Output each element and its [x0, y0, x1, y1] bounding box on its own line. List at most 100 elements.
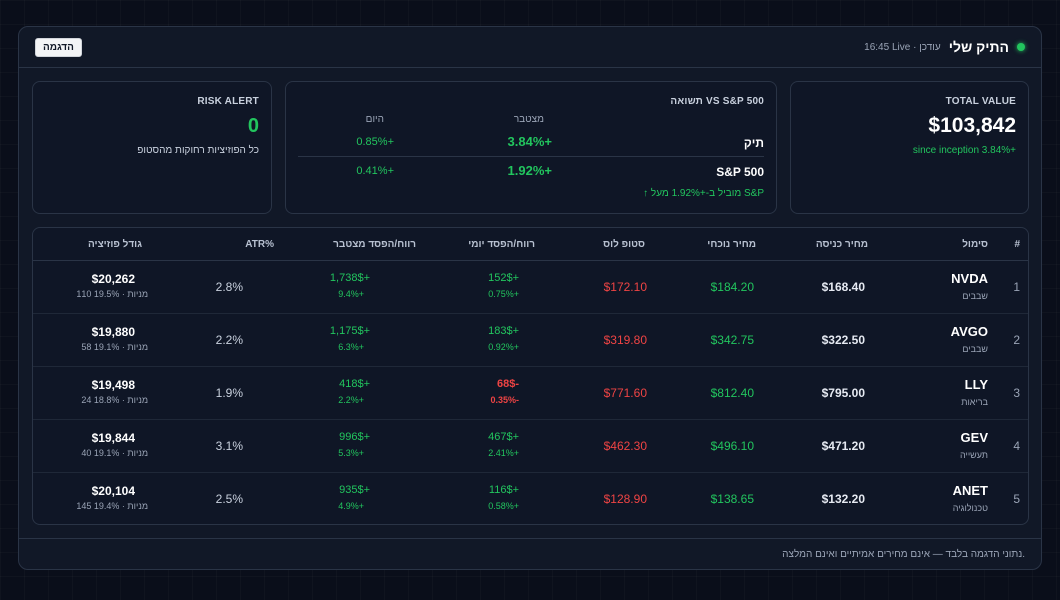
row-entry-price: $168.40 [821, 280, 865, 294]
row-entry-price: $471.20 [821, 439, 865, 453]
comparison-divider [298, 156, 764, 157]
row-symbol[interactable]: ANET [952, 483, 988, 498]
row-number: 3 [1013, 386, 1020, 400]
page-title: התיק שלי [948, 39, 1009, 55]
table-header: # סימול מחיר כניסה מחיר נוכחי סטופ לוס ר… [33, 228, 1028, 261]
row-position-detail: 40 מניות · 19.1% [81, 448, 148, 458]
row-current-price: $812.40 [710, 386, 754, 400]
row-entry-price: $132.20 [821, 492, 865, 506]
row-cumulative-pl-pct: 6.3%+ [338, 342, 364, 352]
row-stop-loss: $462.30 [603, 439, 647, 453]
live-indicator-icon [1017, 43, 1025, 51]
table-row[interactable]: 5 ANET טכנולוגיה $132.20 $138.65 $128.90 116$+… [33, 473, 1028, 524]
header-position-size: גודל פוזיציה [88, 239, 142, 250]
row-cumulative-pl: 1,175$+ [329, 325, 370, 337]
header-cumulative-pl: רווח/הפסד מצטבר [333, 239, 416, 250]
comparison-col-cumulative: מצטבר [513, 114, 544, 125]
row-cumulative-pl: 418$+ [339, 378, 370, 390]
row-cumulative-pl-pct: 5.3%+ [338, 448, 364, 458]
table-row[interactable]: 2 AVGO שבבים $322.50 $342.75 $319.80 183$+ 0.92… [33, 314, 1028, 367]
portfolio-today: 0.85%+ [356, 136, 394, 148]
row-daily-pl: 68$- [496, 378, 519, 390]
total-value-label: TOTAL VALUE [945, 96, 1016, 107]
row-current-price: $496.10 [710, 439, 754, 453]
row-atr: 2.8% [215, 280, 243, 294]
risk-alert-card: RISK ALERT 0 כל הפוזיציות רחוקות מהסטופ [32, 81, 272, 214]
comparison-label: תשואה VS S&P 500 [670, 96, 764, 107]
comparison-row-portfolio: תיק [743, 136, 764, 150]
row-daily-pl-pct: 0.75%+ [488, 289, 519, 299]
row-stop-loss: $172.10 [603, 280, 647, 294]
row-daily-pl: 152$+ [488, 272, 519, 284]
row-position-detail: 110 מניות · 19.5% [76, 289, 148, 299]
row-cumulative-pl: 935$+ [339, 484, 370, 496]
table-row[interactable]: 1 NVDA שבבים $168.40 $184.20 $172.10 152$+ 0.75… [33, 261, 1028, 314]
row-position-detail: 145 מניות · 19.4% [76, 501, 148, 511]
title-group: 16:45 Live · עודכן התיק שלי [864, 39, 1025, 55]
row-daily-pl-pct: 0.58%+ [488, 501, 519, 511]
total-value-amount: $103,842 [928, 114, 1016, 137]
row-current-price: $184.20 [710, 280, 754, 294]
table-row[interactable]: 3 LLY בריאות $795.00 $812.40 $771.60 68$- 0.35%… [33, 367, 1028, 420]
row-number: 4 [1013, 439, 1020, 453]
table-row[interactable]: 4 GEV תעשייה $471.20 $496.10 $462.30 467$+ 2.41… [33, 420, 1028, 473]
header-atr: ATR% [245, 239, 274, 250]
sp500-comparison-card: תשואה VS S&P 500 מצטבר היום תיק 3.84%+ 0… [285, 81, 777, 214]
row-symbol[interactable]: LLY [964, 377, 988, 392]
sp500-cumulative: 1.92%+ [507, 163, 552, 178]
row-stop-loss: $319.80 [603, 333, 647, 347]
row-sector: שבבים [962, 291, 988, 301]
total-value-change: since inception 3.84%+ [912, 145, 1016, 156]
row-position-size: $19,844 [91, 431, 135, 445]
row-number: 2 [1013, 333, 1020, 347]
row-atr: 3.1% [215, 439, 243, 453]
sp500-today: 0.41%+ [356, 165, 394, 177]
comparison-col-today: היום [365, 114, 384, 125]
risk-alert-label: RISK ALERT [197, 96, 259, 107]
row-cumulative-pl-pct: 4.9%+ [338, 501, 364, 511]
row-symbol[interactable]: AVGO [950, 324, 988, 339]
row-sector: תעשייה [959, 450, 988, 460]
header-daily-pl: רווח/הפסד יומי [468, 239, 535, 250]
top-bar: הדגמה 16:45 Live · עודכן התיק שלי [19, 27, 1041, 68]
row-position-size: $19,880 [91, 325, 135, 339]
row-daily-pl-pct: 0.35%- [490, 395, 519, 405]
row-current-price: $342.75 [710, 333, 754, 347]
header-stop: סטופ לוס [603, 239, 645, 250]
row-cumulative-pl-pct: 2.2%+ [338, 395, 364, 405]
row-position-detail: 24 מניות · 18.8% [81, 395, 148, 405]
row-stop-loss: $128.90 [603, 492, 647, 506]
outperformance-note: ↑ מוביל ב-+1.92% מעל S&P [643, 188, 764, 199]
row-daily-pl-pct: 2.41%+ [488, 448, 519, 458]
row-number: 1 [1013, 280, 1020, 294]
total-value-card: TOTAL VALUE $103,842 since inception 3.8… [790, 81, 1029, 214]
header-symbol: סימול [962, 239, 988, 250]
row-sector: בריאות [961, 397, 988, 407]
row-current-price: $138.65 [710, 492, 754, 506]
row-symbol[interactable]: NVDA [951, 271, 988, 286]
disclaimer-text: נתוני הדגמה בלבד — אינם מחירים אמיתיים ו… [782, 549, 1025, 560]
row-daily-pl: 467$+ [488, 431, 519, 443]
portfolio-cumulative: 3.84%+ [507, 134, 552, 149]
demo-badge[interactable]: הדגמה [35, 37, 82, 57]
row-entry-price: $795.00 [821, 386, 865, 400]
row-position-detail: 58 מניות · 19.1% [81, 342, 148, 352]
row-position-size: $20,262 [91, 272, 135, 286]
row-cumulative-pl-pct: 9.4%+ [338, 289, 364, 299]
row-cumulative-pl: 1,738$+ [329, 272, 370, 284]
row-atr: 2.5% [215, 492, 243, 506]
row-atr: 1.9% [215, 386, 243, 400]
row-entry-price: $322.50 [821, 333, 865, 347]
header-entry: מחיר כניסה [815, 239, 868, 250]
positions-table: # סימול מחיר כניסה מחיר נוכחי סטופ לוס ר… [32, 227, 1029, 525]
footer: נתוני הדגמה בלבד — אינם מחירים אמיתיים ו… [19, 538, 1041, 569]
row-daily-pl: 183$+ [488, 325, 519, 337]
row-daily-pl-pct: 0.92%+ [488, 342, 519, 352]
row-symbol[interactable]: GEV [960, 430, 988, 445]
portfolio-panel: הדגמה 16:45 Live · עודכן התיק שלי TOTAL … [18, 26, 1042, 570]
row-position-size: $20,104 [91, 484, 135, 498]
comparison-row-sp500: S&P 500 [716, 165, 764, 179]
row-sector: טכנולוגיה [952, 503, 988, 513]
last-updated: 16:45 Live · עודכן [864, 41, 941, 53]
row-sector: שבבים [962, 344, 988, 354]
